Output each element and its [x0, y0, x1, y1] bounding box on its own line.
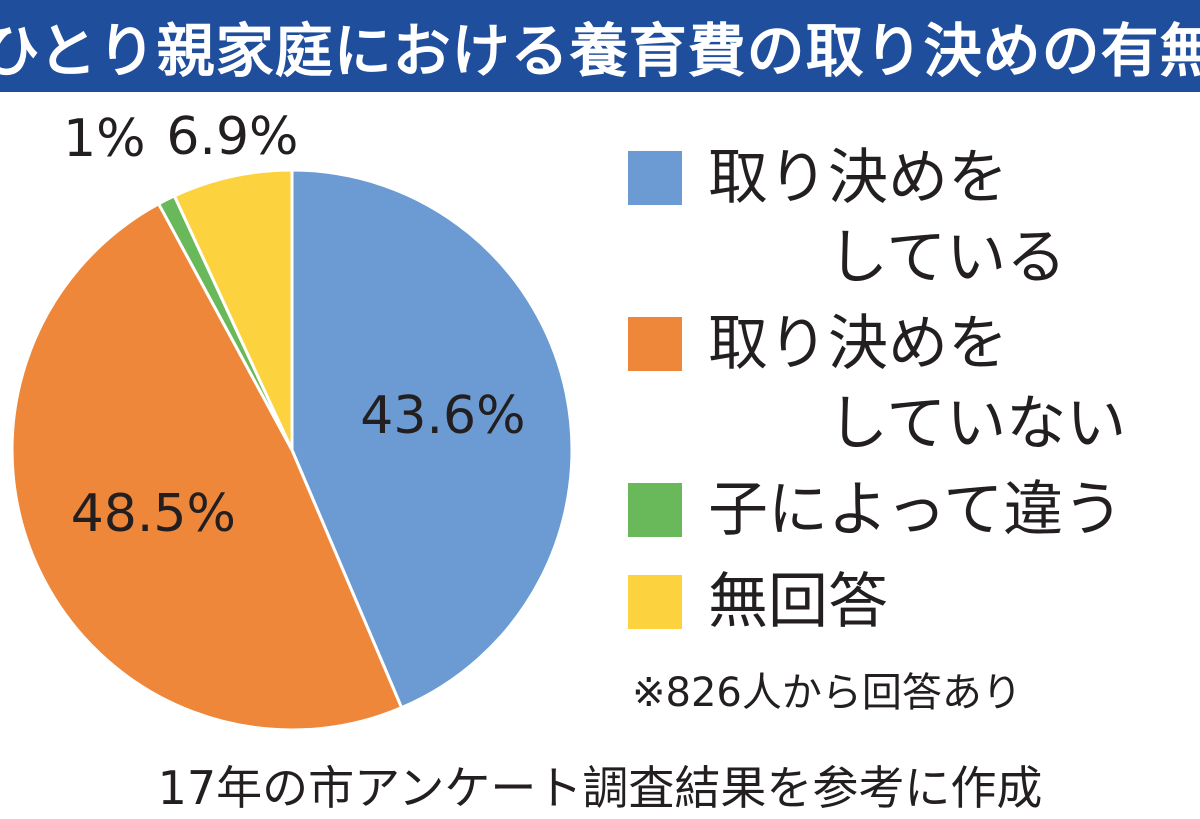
legend-item-no-answer: 無回答	[628, 562, 1193, 654]
legend-label-depends-on-child: 子によって違う	[708, 475, 1124, 545]
pie-label-not-arranged: 48.5%	[71, 484, 236, 544]
title-bar: ひとり親家庭における養育費の取り決めの有無	[0, 0, 1200, 92]
pie-slice-no-answer	[172, 168, 294, 451]
legend: 取り決めを している 取り決めを していない 子によって違う 無回答	[628, 138, 1193, 654]
pie-label-depends-on-child: 1%	[63, 109, 146, 169]
legend-swatch-arranged	[628, 151, 682, 205]
pie-slice-arranged	[290, 168, 574, 710]
legend-label-no-answer: 無回答	[708, 567, 888, 637]
legend-label-arranged-line1: 取り決めを	[708, 143, 1008, 213]
pie-slice-not-arranged	[10, 201, 404, 732]
legend-label-arranged-line2: している	[708, 223, 1067, 293]
source-caption: 17年の市アンケート調査結果を参考に作成	[157, 761, 1043, 815]
legend-item-not-arranged: 取り決めを していない	[628, 304, 1193, 470]
pie-chart: 43.6% 48.5% 1% 6.9%	[10, 107, 574, 732]
pie-label-no-answer: 6.9%	[166, 107, 298, 167]
pie-label-arranged: 43.6%	[360, 386, 525, 446]
legend-label-not-arranged-line2: していない	[708, 389, 1127, 459]
legend-item-depends-on-child: 子によって違う	[628, 470, 1193, 562]
respondents-note: ※826人から回答あり	[632, 670, 1022, 716]
chart-title: ひとり親家庭における養育費の取り決めの有無	[0, 17, 1200, 85]
legend-swatch-no-answer	[628, 575, 682, 629]
legend-label-not-arranged-line1: 取り決めを	[708, 309, 1008, 379]
legend-swatch-not-arranged	[628, 317, 682, 371]
legend-swatch-depends-on-child	[628, 483, 682, 537]
legend-item-arranged: 取り決めを している	[628, 138, 1193, 304]
